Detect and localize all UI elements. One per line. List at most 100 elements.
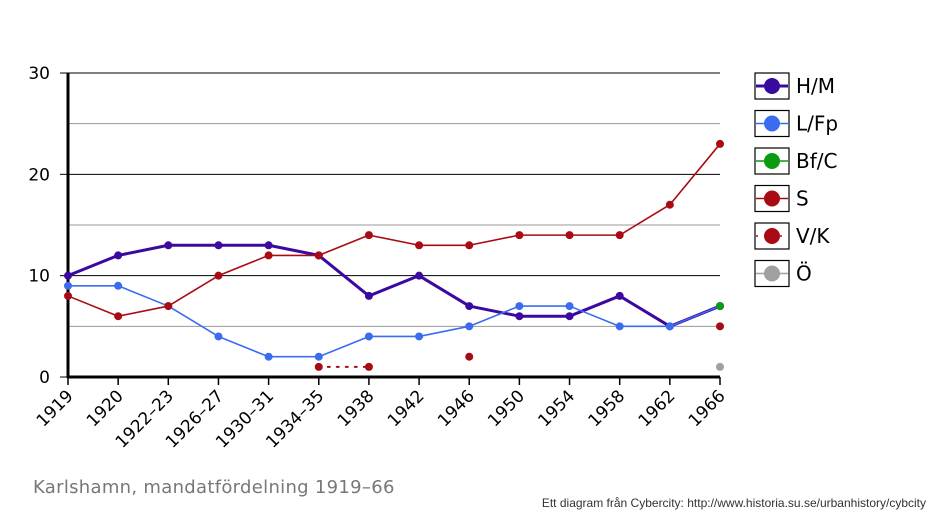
data-point-l-fp [515,302,524,311]
data-point-h-m [114,251,123,260]
data-point-s [415,241,424,250]
series-line-h-m [116,243,170,257]
y-tick-label: 0 [39,368,50,388]
data-point-s [114,312,123,321]
data-point-h-m [164,241,173,250]
series-line-h-m [417,274,471,308]
series-line-s [167,274,220,307]
data-point-s [515,231,524,240]
data-point-s [164,302,173,311]
x-tick-label: 1942 [384,386,429,431]
data-point-h-m [364,291,373,300]
series-layer [64,139,724,371]
series-line-s [117,305,170,318]
y-tick-label: 30 [28,64,50,84]
x-tick-label: 1920 [83,386,128,431]
data-point-s [565,231,574,240]
gridlines [68,72,720,327]
data-point-s [665,200,674,209]
series-line-s [618,203,671,236]
legend: H/M L/Fp Bf/C S V/K Ö [754,72,838,288]
legend-marker-l-fp [764,115,780,132]
x-tick-label: 1966 [685,386,730,431]
data-point-s [465,241,474,250]
series-line-h-m [467,304,521,318]
series-line-s [217,254,270,277]
data-point-h-m [565,312,574,321]
data-point-s [615,231,624,240]
series-line-l-fp [418,325,471,338]
data-point-l-fp [214,332,223,341]
data-point-l-fp [615,322,624,331]
data-point-h-m [214,241,223,250]
data-point-v-k [364,362,373,371]
x-tick-label: 1946 [434,386,479,431]
data-point-l-fp [314,352,323,361]
data-point-s [64,291,72,300]
data-point-v-k [314,362,323,371]
x-tick-label: 1954 [534,386,579,431]
y-tick-label: 20 [28,165,50,185]
series-line-s [368,234,420,247]
series-line-l-fp [468,305,521,328]
data-point-v-k [465,352,474,361]
x-tick-label: 1962 [635,386,680,431]
data-point-l-fp [415,332,424,341]
y-axis: 0 10 20 30 [28,64,70,388]
legend-marker-v-k [764,228,780,244]
series-line-h-m [317,253,371,298]
data-point-other [716,362,724,371]
x-tick-label: 1950 [484,386,529,431]
data-point-s [314,251,323,260]
data-point-s [214,271,223,280]
data-point-v-k [716,322,724,331]
series-line-l-fp [117,284,170,307]
legend-marker-s [764,190,780,207]
legend-label-v-k: V/K [796,224,830,248]
series-line-s [67,295,119,318]
data-point-s [716,139,724,148]
data-point-h-m [615,291,624,300]
series-line-l-fp [317,335,370,358]
legend-label-s: S [796,187,809,211]
legend-marker-h-m [764,78,780,94]
data-point-bf-c [716,302,724,311]
x-tick-label: 1958 [584,386,629,431]
y-tick-label: 10 [28,267,50,287]
data-point-h-m [465,302,474,311]
series-line-h-m [267,243,321,257]
source-credit: Ett diagram från Cybercity: http://www.h… [541,496,926,510]
data-point-h-m [64,271,72,280]
data-point-l-fp [665,322,674,331]
legend-label-h-m: H/M [796,74,835,98]
data-point-l-fp [465,322,474,331]
data-point-l-fp [64,281,72,290]
data-point-l-fp [114,281,123,290]
series-line-l-fp [167,305,220,338]
series-line-h-m [367,274,421,298]
data-point-l-fp [364,332,373,341]
series-line-s [317,234,370,257]
series-line-s [669,143,721,206]
series-line-h-m [66,253,120,278]
series-line-l-fp [568,305,621,328]
legend-marker-other [764,265,780,282]
data-point-s [264,251,273,260]
series-line-h-m [568,294,622,318]
x-tick-label: 1919 [33,386,78,431]
series-line-h-m [618,294,672,328]
legend-label-bf-c: Bf/C [796,149,837,173]
series-line-s [468,234,521,247]
data-point-l-fp [264,352,273,361]
series-line-l-fp [217,335,270,358]
x-tick-label: 1938 [334,386,379,431]
data-point-h-m [264,241,273,250]
legend-label-l-fp: L/Fp [796,112,838,136]
data-point-s [364,231,373,240]
data-point-h-m [415,271,424,280]
data-point-l-fp [565,302,574,311]
data-point-h-m [515,312,524,321]
legend-marker-bf-c [764,153,780,169]
